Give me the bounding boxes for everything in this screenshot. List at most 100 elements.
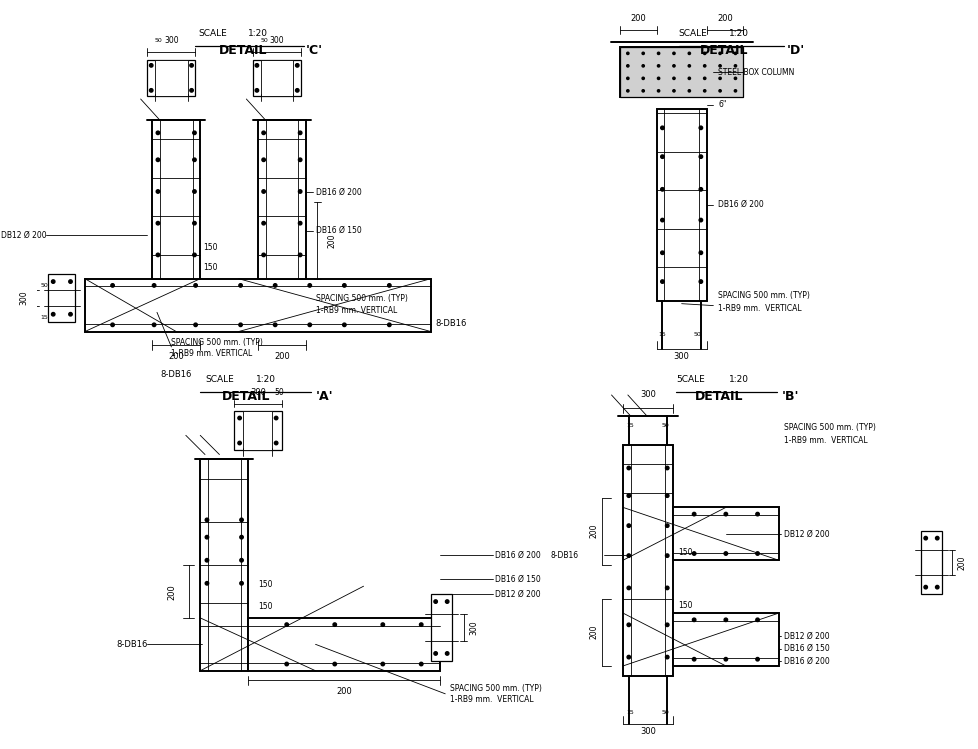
Circle shape [156,158,159,162]
Text: SCALE: SCALE [204,375,234,384]
Text: 15: 15 [658,332,666,337]
Circle shape [285,623,289,626]
Text: 15: 15 [41,315,48,320]
Circle shape [295,88,298,92]
Text: DB16 Ø 200: DB16 Ø 200 [718,200,763,209]
Circle shape [688,77,689,79]
Circle shape [274,441,278,445]
Text: 'D': 'D' [785,44,804,58]
Text: 'A': 'A' [315,390,333,404]
Circle shape [626,77,628,79]
Circle shape [688,52,689,55]
Circle shape [52,280,55,283]
Circle shape [724,512,727,516]
Bar [260,60,293,96]
Bar [430,594,452,661]
Text: 'C': 'C' [305,44,323,58]
Circle shape [665,586,668,589]
Text: 50: 50 [41,283,48,288]
Circle shape [660,187,663,191]
Circle shape [298,131,301,135]
Circle shape [274,416,278,419]
Text: 1:20: 1:20 [255,375,276,384]
Circle shape [156,253,159,257]
Circle shape [626,52,628,55]
Circle shape [691,618,695,622]
Circle shape [718,90,721,92]
Text: 'B': 'B' [780,390,798,404]
Circle shape [627,494,630,497]
Circle shape [718,52,721,55]
Circle shape [193,189,196,193]
Text: DB16 Ø 150: DB16 Ø 150 [315,226,361,235]
Circle shape [420,662,422,666]
Circle shape [156,189,159,193]
Circle shape [703,52,705,55]
Circle shape [190,64,193,67]
Text: DB12 Ø 200: DB12 Ø 200 [1,231,46,240]
Circle shape [665,524,668,527]
Circle shape [660,280,663,283]
Circle shape [660,219,663,222]
Text: 50: 50 [661,709,669,715]
Circle shape [626,90,628,92]
Bar [244,411,272,449]
Circle shape [734,52,735,55]
Text: 1-RB9 mm.  VERTICAL: 1-RB9 mm. VERTICAL [450,695,533,704]
Text: 15: 15 [625,423,633,428]
Circle shape [691,658,695,661]
Text: 150: 150 [677,548,691,557]
Text: 200: 200 [336,688,352,697]
Circle shape [240,559,243,562]
Text: DB16 Ø 200: DB16 Ø 200 [495,551,541,560]
Text: SPACING 500 mm. (TYP): SPACING 500 mm. (TYP) [718,291,809,300]
Circle shape [445,600,449,603]
Circle shape [688,90,689,92]
Circle shape [935,536,938,540]
Circle shape [627,655,630,659]
Text: 1:20: 1:20 [248,29,268,38]
Circle shape [298,189,301,193]
Circle shape [703,90,705,92]
Text: SPACING 500 mm. (TYP): SPACING 500 mm. (TYP) [171,338,263,347]
Text: 300: 300 [673,352,689,361]
Text: 50: 50 [661,423,669,428]
Circle shape [923,536,926,540]
Circle shape [240,518,243,521]
Text: 300: 300 [468,620,478,635]
Text: 1:20: 1:20 [728,29,748,38]
Text: 200: 200 [166,584,176,600]
Text: STEEL BOX COLUMN: STEEL BOX COLUMN [718,67,794,76]
Circle shape [433,652,437,655]
Circle shape [238,416,242,419]
Text: DB12 Ø 200: DB12 Ø 200 [782,530,828,539]
Circle shape [698,155,702,158]
Circle shape [111,323,114,327]
Circle shape [295,64,298,67]
Circle shape [156,222,159,225]
Circle shape [734,64,735,67]
Text: 200: 200 [589,524,599,539]
Circle shape [672,77,675,79]
Circle shape [262,131,265,135]
Text: 150: 150 [257,602,272,611]
Text: 1-RB9 mm. VERTICAL: 1-RB9 mm. VERTICAL [315,306,396,315]
Circle shape [285,662,289,666]
Text: SCALE: SCALE [678,29,707,38]
Text: 200: 200 [589,625,599,639]
Text: DB12 Ø 200: DB12 Ø 200 [495,589,540,598]
Bar [656,109,706,301]
Circle shape [672,90,675,92]
Text: SPACING 500 mm. (TYP): SPACING 500 mm. (TYP) [315,294,407,303]
Circle shape [150,64,153,67]
Circle shape [380,662,384,666]
Circle shape [642,77,644,79]
Circle shape [205,518,208,521]
Bar [155,60,188,96]
Circle shape [205,559,208,562]
Text: 50: 50 [155,38,162,43]
Text: 300: 300 [19,291,28,306]
Circle shape [665,467,668,470]
Circle shape [755,512,759,516]
Text: 300: 300 [164,36,179,45]
